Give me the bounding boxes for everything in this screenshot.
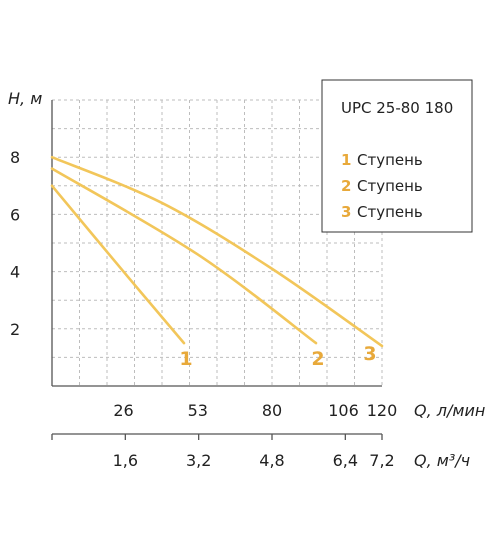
- legend-entry-number: 2: [341, 177, 351, 195]
- tick-labels: 2 4 6 8 26 53 80 106 120 1,6 3,2 4,8 6,4 7,2: [10, 148, 397, 470]
- secondary-x-axis-label: Q, м³/ч: [414, 451, 470, 470]
- axes: [51, 100, 383, 440]
- y-tick-label: 4: [10, 263, 20, 282]
- y-tick-label: 2: [10, 320, 20, 339]
- x-tick-label: 53: [188, 401, 208, 420]
- series-label-3: 3: [363, 343, 376, 365]
- x-tick-label: 80: [262, 401, 282, 420]
- x-tick-label: 106: [328, 401, 359, 420]
- series-group: 1 2 3: [50, 155, 384, 370]
- x-tick-label: 26: [113, 401, 133, 420]
- y-tick-label: 6: [10, 205, 20, 224]
- legend-entry-text: Ступень: [357, 151, 423, 169]
- x-tick-label: 120: [367, 401, 398, 420]
- legend-entry-number: 3: [341, 203, 351, 221]
- legend: UPC 25-80 180 1 Ступень 2 Ступень 3 Ступень: [321, 79, 473, 233]
- series-line-1: [50, 184, 186, 345]
- legend-title: UPC 25-80 180: [341, 99, 453, 117]
- legend-entry-text: Ступень: [357, 177, 423, 195]
- secondary-tick-label: 1,6: [113, 451, 138, 470]
- grid: [51, 99, 383, 386]
- secondary-tick-label: 6,4: [333, 451, 358, 470]
- legend-entry-number: 1: [341, 151, 351, 169]
- series-line-2: [50, 167, 318, 345]
- y-axis-label: H, м: [8, 89, 42, 108]
- secondary-tick-label: 4,8: [259, 451, 284, 470]
- legend-box: [321, 79, 473, 233]
- y-tick-label: 8: [10, 148, 20, 167]
- secondary-tick-label: 7,2: [369, 451, 394, 470]
- series-label-1: 1: [179, 348, 192, 370]
- x-axis-label: Q, л/мин: [414, 401, 485, 420]
- series-label-2: 2: [311, 348, 324, 370]
- secondary-tick-label: 3,2: [186, 451, 211, 470]
- series-line-3: [50, 155, 384, 348]
- legend-entries: 1 Ступень 2 Ступень 3 Ступень: [341, 151, 423, 221]
- legend-entry-text: Ступень: [357, 203, 423, 221]
